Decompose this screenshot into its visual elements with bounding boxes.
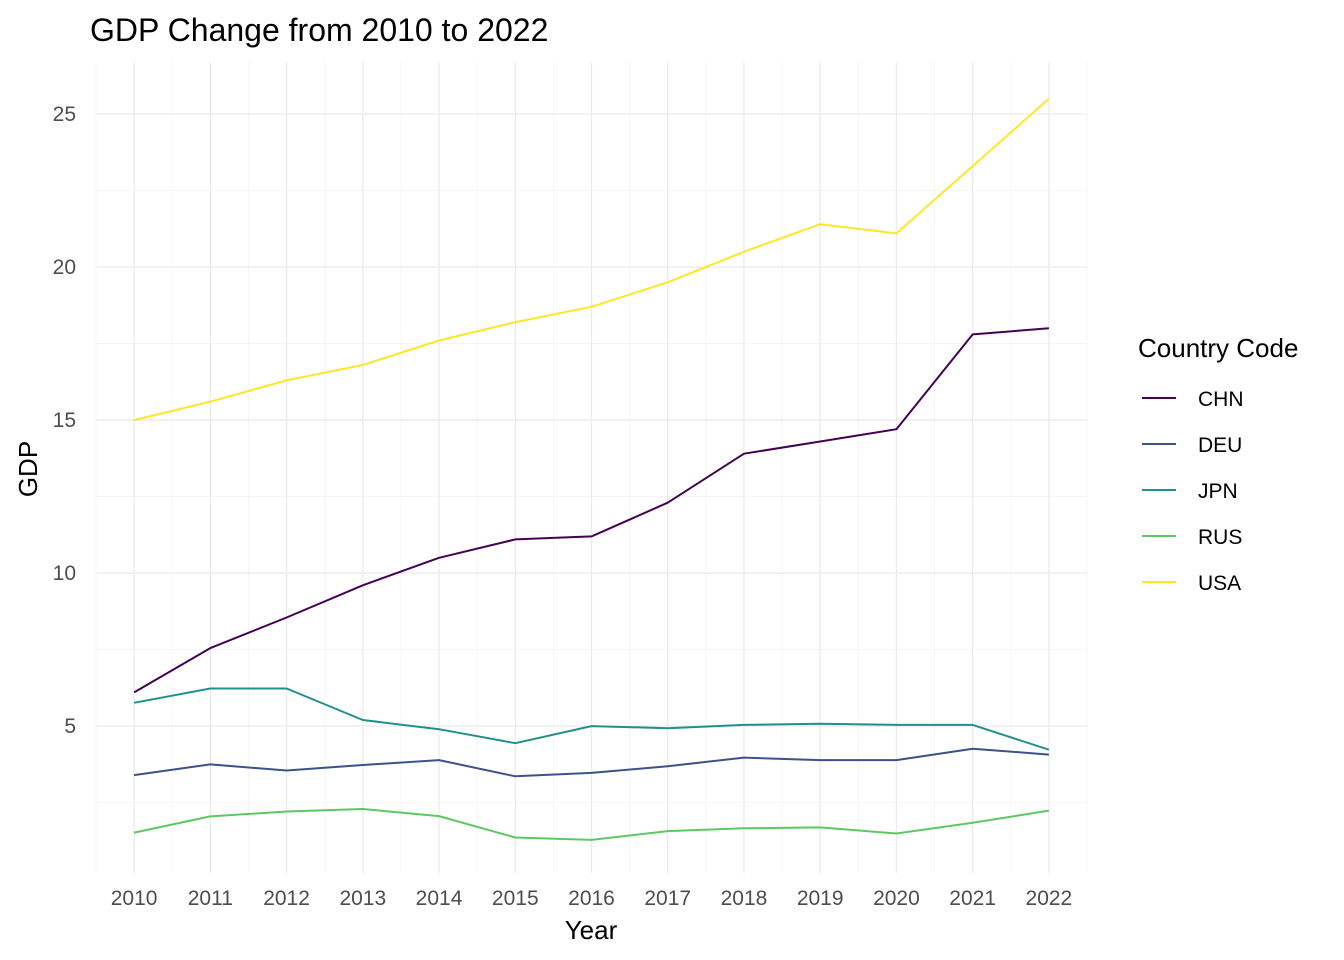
x-axis-tick-labels: 2010 2011 2012 2013 2014 2015 2016 2017 2018 2019… (111, 887, 1072, 910)
y-tick-label: 20 (53, 256, 76, 279)
x-tick-label: 2010 (111, 887, 158, 910)
legend-title: Country Code (1138, 333, 1298, 363)
legend-label-deu: DEU (1198, 434, 1242, 457)
major-gridlines (96, 62, 1087, 873)
x-tick-label: 2021 (949, 887, 996, 910)
legend-item-chn: CHN (1142, 388, 1244, 411)
x-tick-label: 2022 (1026, 887, 1073, 910)
x-tick-label: 2017 (644, 887, 691, 910)
legend-item-usa: USA (1142, 572, 1241, 595)
series-line-rus (133, 808, 1050, 841)
x-tick-label: 2019 (797, 887, 844, 910)
y-tick-label: 10 (53, 562, 76, 585)
series-lines (133, 97, 1050, 841)
legend-item-deu: DEU (1142, 434, 1242, 457)
x-tick-label: 2016 (568, 887, 615, 910)
series-line-chn (133, 327, 1049, 694)
series-line-jpn (133, 687, 1050, 751)
y-tick-label: 15 (53, 409, 76, 432)
x-tick-label: 2015 (492, 887, 539, 910)
x-tick-label: 2011 (188, 887, 233, 910)
series-line-usa (133, 97, 1050, 422)
legend: Country Code CHN DEU JPN RUS USA (1138, 333, 1298, 595)
legend-item-jpn: JPN (1142, 480, 1238, 503)
y-tick-label: 25 (53, 103, 76, 126)
y-axis-title: GDP (13, 441, 43, 497)
x-tick-label: 2014 (416, 887, 463, 910)
x-axis-title: Year (565, 915, 618, 945)
y-tick-label: 5 (64, 715, 76, 738)
legend-label-rus: RUS (1198, 526, 1242, 549)
chart-title: GDP Change from 2010 to 2022 (90, 12, 548, 48)
legend-label-chn: CHN (1198, 388, 1244, 411)
legend-label-usa: USA (1198, 572, 1241, 595)
series-line-deu (133, 747, 1049, 778)
x-tick-label: 2020 (873, 887, 920, 910)
x-tick-label: 2018 (721, 887, 768, 910)
x-tick-label: 2013 (339, 887, 386, 910)
legend-label-jpn: JPN (1198, 480, 1238, 503)
x-tick-label: 2012 (263, 887, 310, 910)
y-axis-tick-labels: 5 10 15 20 25 (53, 103, 76, 738)
legend-item-rus: RUS (1142, 526, 1242, 549)
